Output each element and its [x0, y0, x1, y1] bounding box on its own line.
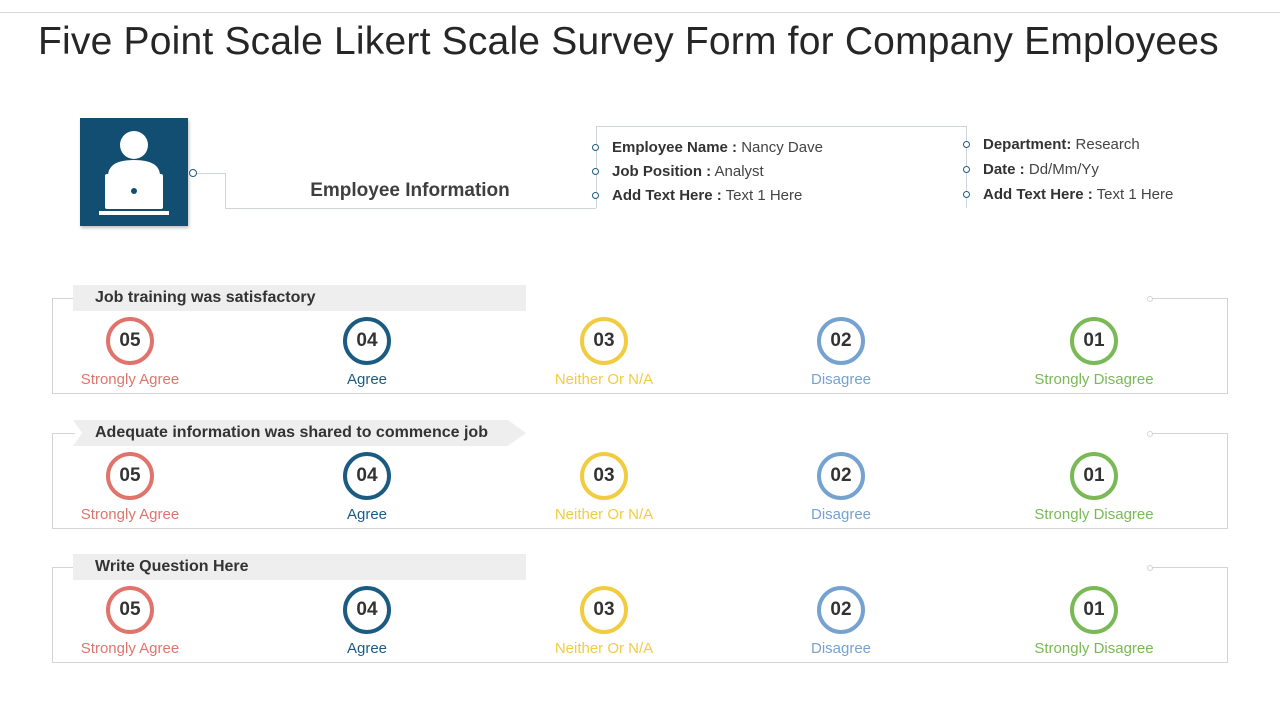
bullet-dot — [592, 192, 599, 199]
rating-label: Strongly Disagree — [1034, 506, 1154, 523]
question-label: Adequate information was shared to comme… — [73, 420, 526, 446]
employee-field: Add Text Here : Text 1 Here — [612, 187, 802, 204]
rating-option[interactable]: 02 Disagree — [771, 452, 911, 523]
bullet-dot — [592, 144, 599, 151]
connector-line — [596, 126, 597, 208]
employee-field: Date : Dd/Mm/Yy — [983, 161, 1099, 178]
field-value: Research — [1071, 136, 1140, 153]
divider — [53, 433, 75, 434]
connector-line — [225, 173, 226, 208]
connector-dot — [189, 169, 197, 177]
rating-option[interactable]: 02 Disagree — [771, 317, 911, 388]
bullet-dot — [963, 141, 970, 148]
rating-label: Strongly Disagree — [1034, 640, 1154, 657]
divider — [1150, 298, 1228, 299]
connector-dot — [1147, 431, 1153, 437]
user-laptop-icon — [99, 131, 169, 215]
rating-option[interactable]: 04 Agree — [297, 317, 437, 388]
bullet-dot — [592, 168, 599, 175]
rating-label: Strongly Agree — [80, 640, 180, 657]
rating-option[interactable]: 03 Neither Or N/A — [534, 452, 674, 523]
employee-avatar — [80, 118, 188, 226]
rating-option[interactable]: 04 Agree — [297, 586, 437, 657]
question-label: Job training was satisfactory — [73, 285, 526, 311]
rating-option[interactable]: 05 Strongly Agree — [60, 317, 200, 388]
rating-option[interactable]: 05 Strongly Agree — [60, 586, 200, 657]
rating-circle[interactable]: 02 — [817, 452, 865, 500]
rating-option[interactable]: 05 Strongly Agree — [60, 452, 200, 523]
rating-label: Disagree — [810, 371, 872, 388]
field-label: Department: — [983, 136, 1072, 153]
field-label: Job Position : — [612, 163, 712, 180]
rating-circle[interactable]: 05 — [106, 452, 154, 500]
field-label: Add Text Here : — [612, 187, 722, 204]
rating-label: Agree — [346, 506, 388, 523]
rating-label: Neither Or N/A — [554, 371, 654, 388]
employee-field: Add Text Here : Text 1 Here — [983, 186, 1173, 203]
rating-label: Strongly Agree — [80, 371, 180, 388]
rating-circle[interactable]: 03 — [580, 452, 628, 500]
connector-line — [596, 126, 966, 127]
rating-circle[interactable]: 01 — [1070, 317, 1118, 365]
field-label: Date : — [983, 161, 1025, 178]
rating-circle[interactable]: 04 — [343, 317, 391, 365]
rating-label: Agree — [346, 371, 388, 388]
connector-dot — [1147, 565, 1153, 571]
rating-option[interactable]: 04 Agree — [297, 452, 437, 523]
rating-option[interactable]: 03 Neither Or N/A — [534, 317, 674, 388]
rating-circle[interactable]: 01 — [1070, 452, 1118, 500]
page-title: Five Point Scale Likert Scale Survey For… — [38, 20, 1219, 63]
rating-circle[interactable]: 03 — [580, 317, 628, 365]
rating-circle[interactable]: 03 — [580, 586, 628, 634]
field-label: Add Text Here : — [983, 186, 1093, 203]
employee-field: Employee Name : Nancy Dave — [612, 139, 823, 156]
field-value: Nancy Dave — [737, 139, 823, 156]
rating-label: Disagree — [810, 640, 872, 657]
employee-field: Job Position : Analyst — [612, 163, 764, 180]
field-value: Text 1 Here — [1092, 186, 1174, 203]
rating-label: Strongly Agree — [80, 506, 180, 523]
rating-label: Disagree — [810, 506, 872, 523]
divider — [1150, 567, 1228, 568]
rating-circle[interactable]: 02 — [817, 317, 865, 365]
field-label: Employee Name : — [612, 139, 738, 156]
rating-option[interactable]: 01 Strongly Disagree — [1024, 452, 1164, 523]
question-box — [52, 296, 1228, 394]
divider — [1150, 433, 1228, 434]
connector-line — [225, 208, 596, 209]
rating-option[interactable]: 03 Neither Or N/A — [534, 586, 674, 657]
divider — [53, 298, 75, 299]
rating-label: Strongly Disagree — [1034, 371, 1154, 388]
field-value: Analyst — [711, 163, 764, 180]
rating-label: Agree — [346, 640, 388, 657]
rating-circle[interactable]: 05 — [106, 317, 154, 365]
divider — [53, 567, 75, 568]
rating-option[interactable]: 01 Strongly Disagree — [1024, 586, 1164, 657]
employee-field: Department: Research — [983, 136, 1140, 153]
rating-label: Neither Or N/A — [554, 640, 654, 657]
question-box — [52, 431, 1228, 529]
employee-information-label: Employee Information — [310, 180, 510, 201]
field-value: Text 1 Here — [721, 187, 803, 204]
rating-option[interactable]: 02 Disagree — [771, 586, 911, 657]
rating-circle[interactable]: 04 — [343, 452, 391, 500]
top-rule — [0, 12, 1280, 13]
connector-dot — [1147, 296, 1153, 302]
bullet-dot — [963, 166, 970, 173]
rating-circle[interactable]: 05 — [106, 586, 154, 634]
bullet-dot — [963, 191, 970, 198]
rating-label: Neither Or N/A — [554, 506, 654, 523]
field-value: Dd/Mm/Yy — [1024, 161, 1099, 178]
question-label: Write Question Here — [73, 554, 526, 580]
question-box — [52, 565, 1228, 663]
rating-option[interactable]: 01 Strongly Disagree — [1024, 317, 1164, 388]
rating-circle[interactable]: 04 — [343, 586, 391, 634]
connector-line — [197, 173, 225, 174]
rating-circle[interactable]: 02 — [817, 586, 865, 634]
rating-circle[interactable]: 01 — [1070, 586, 1118, 634]
